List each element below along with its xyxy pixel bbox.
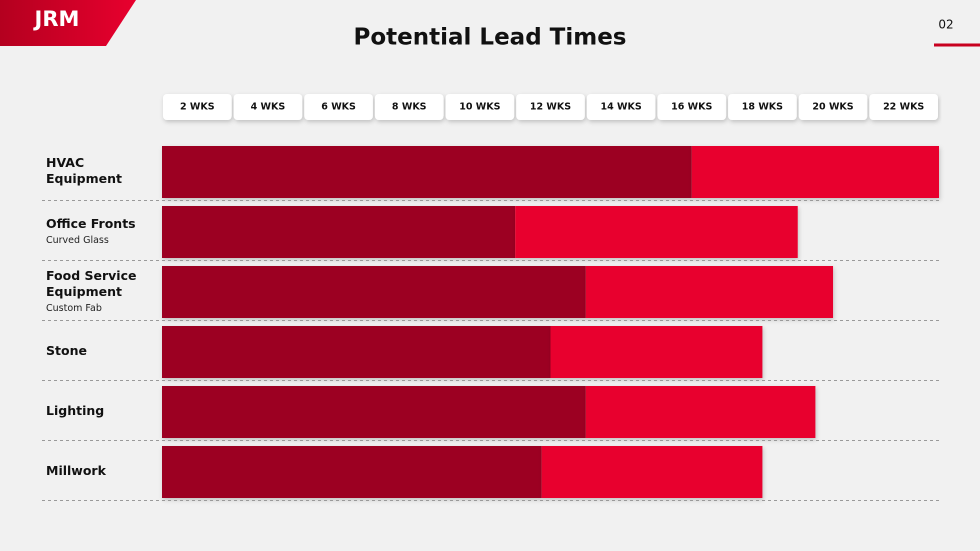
bar-segment (550, 326, 763, 378)
x-tick-box (728, 94, 797, 120)
bar-segment (162, 266, 586, 318)
bar-segment (515, 206, 798, 258)
x-tick-box (657, 94, 727, 120)
bar-segment (691, 146, 939, 198)
bar-segment (162, 326, 551, 378)
x-tick-box (798, 94, 868, 120)
x-tick-label: 14 WKS (601, 102, 642, 113)
x-tick-box (516, 94, 585, 120)
bar-segment (162, 206, 516, 258)
x-tick-label: 2 WKS (180, 102, 215, 113)
bar-segment (585, 266, 834, 318)
category-label: Stone (46, 322, 138, 380)
category-note: Curved Glass (46, 235, 109, 246)
x-tick-label: 8 WKS (392, 102, 427, 113)
category-label: HVAC Equipment (46, 142, 138, 200)
category-label: Office Fronts Curved Glass (46, 202, 138, 260)
category-label: Millwork (46, 442, 138, 500)
bar-segment (585, 386, 816, 438)
x-tick-label: 18 WKS (742, 102, 783, 113)
x-tick-label: 12 WKS (530, 102, 571, 113)
bar-segment (541, 446, 763, 498)
bar-segment (162, 386, 586, 438)
x-tick-label: 4 WKS (251, 102, 286, 113)
x-tick-box (374, 94, 444, 120)
category-note: Custom Fab (46, 303, 102, 314)
x-tick-box (586, 94, 656, 120)
page-number: 02 (938, 18, 953, 32)
bar-segment (162, 446, 542, 498)
category-name: Lighting (46, 403, 105, 418)
category-name: HVAC Equipment (46, 155, 122, 186)
x-tick-box (233, 94, 303, 120)
category-name: Stone (46, 343, 87, 358)
category-label: Lighting (46, 382, 138, 440)
category-name: Food Service Equipment (46, 268, 137, 299)
x-tick-box (304, 94, 373, 120)
x-tick-label: 10 WKS (459, 102, 500, 113)
chart-title: Potential Lead Times (354, 25, 627, 51)
logo: JRM (33, 7, 80, 31)
category-name: Office Fronts (46, 216, 136, 231)
logo-band (0, 0, 136, 46)
x-tick-label: 20 WKS (812, 102, 853, 113)
x-tick-box (869, 94, 938, 120)
x-tick-box (163, 94, 232, 120)
x-tick-label: 22 WKS (883, 102, 924, 113)
category-label: Food Service Equipment Custom Fab (46, 262, 138, 320)
x-tick-box (445, 94, 515, 120)
x-tick-label: 16 WKS (671, 102, 712, 113)
bar-segment (162, 146, 692, 198)
category-name: Millwork (46, 463, 106, 478)
x-tick-label: 6 WKS (321, 102, 356, 113)
